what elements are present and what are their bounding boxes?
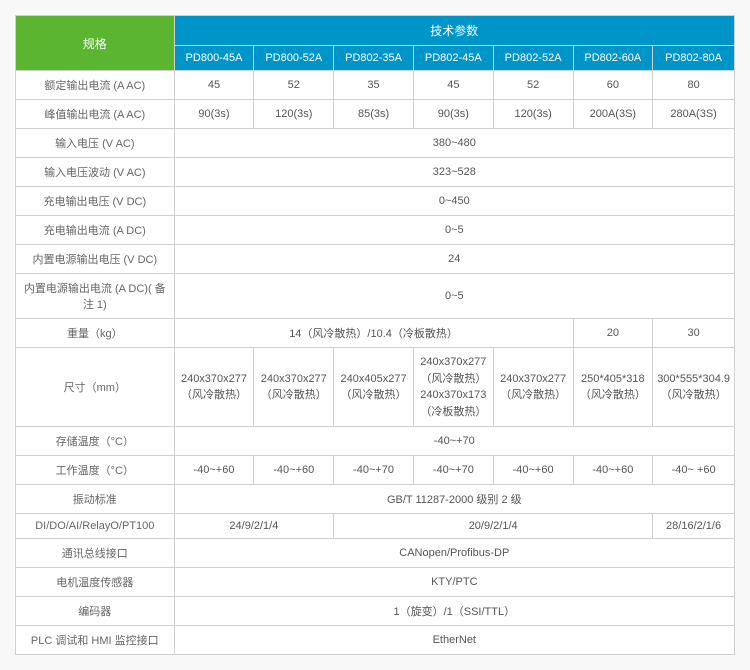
label: 内置电源输出电压 (V DC): [16, 245, 175, 274]
row-peak-current: 峰值输出电流 (A AC) 90(3s) 120(3s) 85(3s) 90(3…: [16, 100, 735, 129]
label: PLC 调试和 HMI 监控接口: [16, 626, 175, 655]
cell: 0~5: [174, 216, 734, 245]
label: 通讯总线接口: [16, 539, 175, 568]
cell: 240x405x277（风冷散热）: [334, 348, 414, 427]
row-charge-v: 充电输出电压 (V DC) 0~450: [16, 187, 735, 216]
cell: 52: [254, 71, 334, 100]
label: 充电输出电压 (V DC): [16, 187, 175, 216]
cell: 24/9/2/1/4: [174, 514, 334, 539]
label: 编码器: [16, 597, 175, 626]
row-bus: 通讯总线接口 CANopen/Profibus-DP: [16, 539, 735, 568]
cell: 200A(3S): [573, 100, 653, 129]
label: 峰值输出电流 (A AC): [16, 100, 175, 129]
row-int-ps-v: 内置电源输出电压 (V DC) 24: [16, 245, 735, 274]
cell: -40~ +60: [653, 456, 735, 485]
model-6: PD802-80A: [653, 46, 735, 71]
row-dido: DI/DO/AI/RelayO/PT100 24/9/2/1/4 20/9/2/…: [16, 514, 735, 539]
spec-table: 规格 技术参数 PD800-45A PD800-52A PD802-35A PD…: [15, 15, 735, 655]
cell: -40~+70: [413, 456, 493, 485]
cell: 24: [174, 245, 734, 274]
cell: 52: [493, 71, 573, 100]
row-int-ps-a: 内置电源输出电流 (A DC)( 备注 1) 0~5: [16, 274, 735, 319]
cell: 45: [174, 71, 254, 100]
cell: 250*405*318（风冷散热）: [573, 348, 653, 427]
cell: 28/16/2/1/6: [653, 514, 735, 539]
cell: 35: [334, 71, 414, 100]
row-encoder: 编码器 1（旋变）/1（SSI/TTL）: [16, 597, 735, 626]
row-plc: PLC 调试和 HMI 监控接口 EtherNet: [16, 626, 735, 655]
label: 存储温度（°C）: [16, 427, 175, 456]
cell: KTY/PTC: [174, 568, 734, 597]
model-1: PD800-52A: [254, 46, 334, 71]
label: 充电输出电流 (A DC): [16, 216, 175, 245]
cell: 240x370x277（风冷散热）240x370x173（冷板散热）: [413, 348, 493, 427]
row-input-fluct: 输入电压波动 (V AC) 323~528: [16, 158, 735, 187]
cell: 240x370x277（风冷散热）: [174, 348, 254, 427]
cell: 240x370x277（风冷散热）: [254, 348, 334, 427]
label: 尺寸（mm）: [16, 348, 175, 427]
label: 工作温度（°C）: [16, 456, 175, 485]
label: 振动标准: [16, 485, 175, 514]
cell: -40~+70: [174, 427, 734, 456]
label: 输入电压波动 (V AC): [16, 158, 175, 187]
header-tech: 技术参数: [174, 16, 734, 46]
cell: 240x370x277（风冷散热）: [493, 348, 573, 427]
row-storage-temp: 存储温度（°C） -40~+70: [16, 427, 735, 456]
cell: 120(3s): [493, 100, 573, 129]
cell: EtherNet: [174, 626, 734, 655]
label: 电机温度传感器: [16, 568, 175, 597]
label: 内置电源输出电流 (A DC)( 备注 1): [16, 274, 175, 319]
label: 额定输出电流 (A AC): [16, 71, 175, 100]
cell: CANopen/Profibus-DP: [174, 539, 734, 568]
model-0: PD800-45A: [174, 46, 254, 71]
cell: 380~480: [174, 129, 734, 158]
cell: 120(3s): [254, 100, 334, 129]
cell: 85(3s): [334, 100, 414, 129]
header-spec: 规格: [16, 16, 175, 71]
row-weight: 重量（kg） 14（风冷散热）/10.4（冷板散热） 20 30: [16, 319, 735, 348]
cell: 20: [573, 319, 653, 348]
cell: 90(3s): [174, 100, 254, 129]
cell: -40~+60: [254, 456, 334, 485]
row-work-temp: 工作温度（°C） -40~+60 -40~+60 -40~+70 -40~+70…: [16, 456, 735, 485]
row-vibration: 振动标准 GB/T 11287-2000 级别 2 级: [16, 485, 735, 514]
cell: 20/9/2/1/4: [334, 514, 653, 539]
cell: -40~+60: [174, 456, 254, 485]
cell: 0~450: [174, 187, 734, 216]
cell: 45: [413, 71, 493, 100]
label: 重量（kg）: [16, 319, 175, 348]
model-5: PD802-60A: [573, 46, 653, 71]
cell: 80: [653, 71, 735, 100]
cell: 280A(3S): [653, 100, 735, 129]
model-2: PD802-35A: [334, 46, 414, 71]
row-rated-current: 额定输出电流 (A AC) 45 52 35 45 52 60 80: [16, 71, 735, 100]
label: 输入电压 (V AC): [16, 129, 175, 158]
cell: -40~+70: [334, 456, 414, 485]
cell: 60: [573, 71, 653, 100]
row-dimensions: 尺寸（mm） 240x370x277（风冷散热） 240x370x277（风冷散…: [16, 348, 735, 427]
label: DI/DO/AI/RelayO/PT100: [16, 514, 175, 539]
cell: -40~+60: [573, 456, 653, 485]
cell: 323~528: [174, 158, 734, 187]
model-3: PD802-45A: [413, 46, 493, 71]
cell: -40~+60: [493, 456, 573, 485]
row-charge-a: 充电输出电流 (A DC) 0~5: [16, 216, 735, 245]
cell: 300*555*304.9（风冷散热）: [653, 348, 735, 427]
cell: 0~5: [174, 274, 734, 319]
cell: 90(3s): [413, 100, 493, 129]
cell: 14（风冷散热）/10.4（冷板散热）: [174, 319, 573, 348]
cell: 30: [653, 319, 735, 348]
row-input-voltage: 输入电压 (V AC) 380~480: [16, 129, 735, 158]
cell: 1（旋变）/1（SSI/TTL）: [174, 597, 734, 626]
row-motor-temp: 电机温度传感器 KTY/PTC: [16, 568, 735, 597]
cell: GB/T 11287-2000 级别 2 级: [174, 485, 734, 514]
model-4: PD802-52A: [493, 46, 573, 71]
